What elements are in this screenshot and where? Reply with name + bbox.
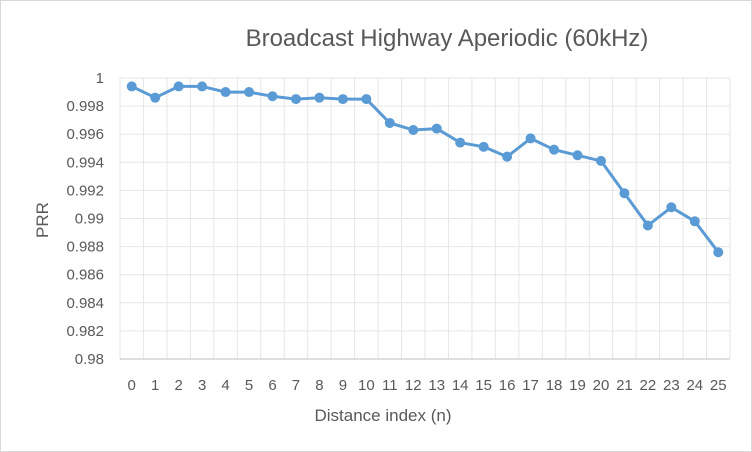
x-tick-label: 10 (358, 377, 375, 394)
y-tick-label: 0.998 (66, 98, 104, 115)
x-tick-label: 20 (593, 377, 610, 394)
x-tick-label: 14 (452, 377, 469, 394)
x-tick-label: 4 (221, 377, 229, 394)
data-point (455, 137, 466, 148)
y-tick-label: 0.996 (66, 126, 104, 143)
x-axis-title: Distance index (n) (314, 406, 451, 425)
x-tick-label: 17 (522, 377, 539, 394)
series-group (126, 81, 724, 258)
data-point (642, 220, 653, 231)
data-point (713, 247, 724, 258)
x-tick-label: 25 (710, 377, 727, 394)
data-point (431, 123, 442, 134)
y-tick-label: 0.984 (66, 295, 104, 312)
data-point (126, 81, 137, 92)
x-tick-label: 6 (268, 377, 276, 394)
gridlines (119, 77, 731, 360)
data-point (173, 81, 184, 92)
x-tick-label: 5 (245, 377, 253, 394)
chart-title: Broadcast Highway Aperiodic (60kHz) (246, 25, 649, 52)
data-point (290, 94, 301, 105)
data-point (408, 124, 419, 135)
data-point (314, 92, 325, 103)
data-point (197, 81, 208, 92)
x-tick-label: 24 (686, 377, 703, 394)
data-point (150, 92, 161, 103)
x-tick-label: 21 (616, 377, 633, 394)
data-point (666, 202, 677, 213)
x-tick-label: 16 (499, 377, 516, 394)
y-tick-label: 1 (96, 70, 104, 87)
data-point (267, 91, 278, 102)
x-tick-label: 19 (569, 377, 586, 394)
x-tick-label: 18 (546, 377, 563, 394)
y-axis-title: PRR (33, 202, 52, 238)
y-tick-label: 0.982 (66, 323, 104, 340)
x-tick-label: 11 (382, 377, 398, 394)
data-point (478, 141, 489, 152)
tick-labels: 0.98 0.982 0.984 0.986 0.988 0.99 0.992 0.994 0.… (66, 70, 726, 394)
data-point (549, 144, 560, 155)
data-point (689, 216, 700, 227)
data-point (595, 155, 606, 166)
x-tick-label: 7 (292, 377, 300, 394)
data-point (525, 133, 536, 144)
data-point (384, 117, 395, 128)
x-tick-label: 3 (198, 377, 206, 394)
x-tick-label: 15 (475, 377, 492, 394)
data-point (220, 87, 231, 98)
data-point (244, 87, 255, 98)
data-point (619, 188, 630, 199)
data-point (361, 94, 372, 105)
data-point (502, 151, 513, 162)
x-tick-label: 9 (339, 377, 347, 394)
x-tick-label: 22 (640, 377, 657, 394)
y-tick-label: 0.994 (66, 154, 104, 171)
y-tick-label: 0.992 (66, 182, 104, 199)
data-point (572, 150, 583, 161)
y-tick-label: 0.98 (75, 351, 104, 368)
x-tick-label: 0 (128, 377, 136, 394)
data-point (337, 94, 348, 105)
x-tick-label: 12 (405, 377, 422, 394)
x-tick-label: 1 (151, 377, 159, 394)
x-tick-label: 2 (174, 377, 182, 394)
y-tick-label: 0.986 (66, 267, 104, 284)
y-tick-label: 0.988 (66, 239, 104, 256)
x-tick-label: 23 (663, 377, 680, 394)
x-tick-label: 8 (315, 377, 323, 394)
x-tick-label: 13 (428, 377, 445, 394)
y-tick-label: 0.99 (75, 211, 104, 228)
